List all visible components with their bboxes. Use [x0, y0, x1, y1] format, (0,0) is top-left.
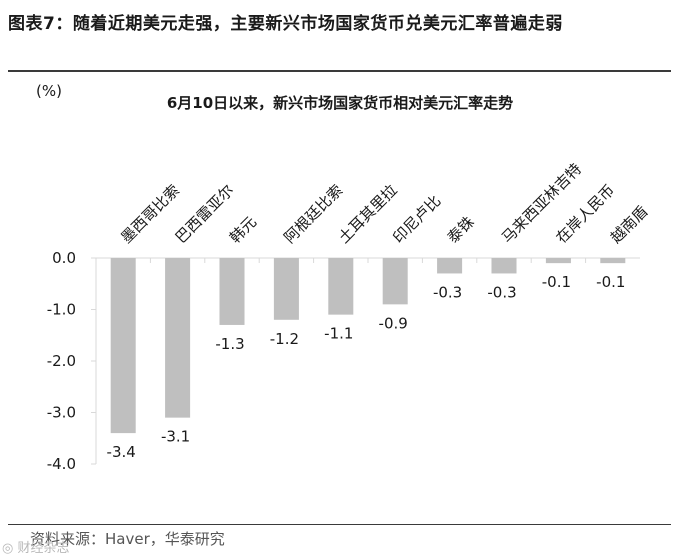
bar	[382, 258, 408, 305]
watermark: ◎ 财经杂志	[2, 541, 70, 556]
y-tick-label: 0.0	[52, 249, 76, 267]
bar	[219, 258, 245, 325]
bar	[491, 258, 517, 274]
bar	[437, 258, 463, 274]
data-label: -3.1	[161, 428, 190, 446]
data-label: -0.1	[596, 273, 625, 291]
y-tick-label: -4.0	[47, 455, 76, 473]
chart-title: 6月10日以来，新兴市场国家货币相对美元汇率走势	[167, 94, 513, 112]
data-labels: -3.4 -3.1 -1.3 -1.2 -1.1 -0.9 -0.3 -0.3 -0.1 -0.1	[107, 273, 626, 461]
data-label: -0.3	[433, 283, 462, 301]
figure-title: 图表7：随着近期美元走强，主要新兴市场国家货币兑美元汇率普遍走弱	[8, 14, 563, 34]
source-rule	[8, 524, 671, 525]
bar	[545, 258, 571, 264]
bar	[273, 258, 299, 320]
bar	[165, 258, 191, 418]
bar	[600, 258, 626, 264]
category-label: 印尼卢比	[389, 192, 444, 247]
data-label: -0.1	[542, 273, 571, 291]
y-axis-unit-label: (%)	[36, 82, 62, 100]
data-label: -3.4	[107, 443, 136, 461]
data-label: -1.3	[215, 335, 244, 353]
data-label: -1.2	[270, 330, 299, 348]
bar	[110, 258, 136, 434]
chart-area: 6月10日以来，新兴市场国家货币相对美元汇率走势 (%) 0.0 -1.0 -2.0…	[0, 72, 681, 524]
data-label: -0.9	[379, 314, 408, 332]
bar-chart: 6月10日以来，新兴市场国家货币相对美元汇率走势 (%) 0.0 -1.0 -2.0…	[36, 82, 651, 473]
category-label: 泰铢	[444, 213, 478, 247]
data-label: -0.3	[487, 283, 516, 301]
source-note: 资料来源：Haver，华泰研究	[30, 530, 225, 548]
category-label: 韩元	[226, 213, 260, 247]
y-tick-label: -1.0	[47, 301, 76, 319]
bar-series	[110, 258, 626, 434]
y-tick-label: -2.0	[47, 352, 76, 370]
category-label: 越南盾	[607, 202, 652, 247]
bar	[328, 258, 354, 315]
data-label: -1.1	[324, 325, 353, 343]
y-tick-label: -3.0	[47, 404, 76, 422]
title-rule	[8, 70, 671, 72]
y-axis: 0.0 -1.0 -2.0 -3.0 -4.0	[47, 249, 97, 473]
